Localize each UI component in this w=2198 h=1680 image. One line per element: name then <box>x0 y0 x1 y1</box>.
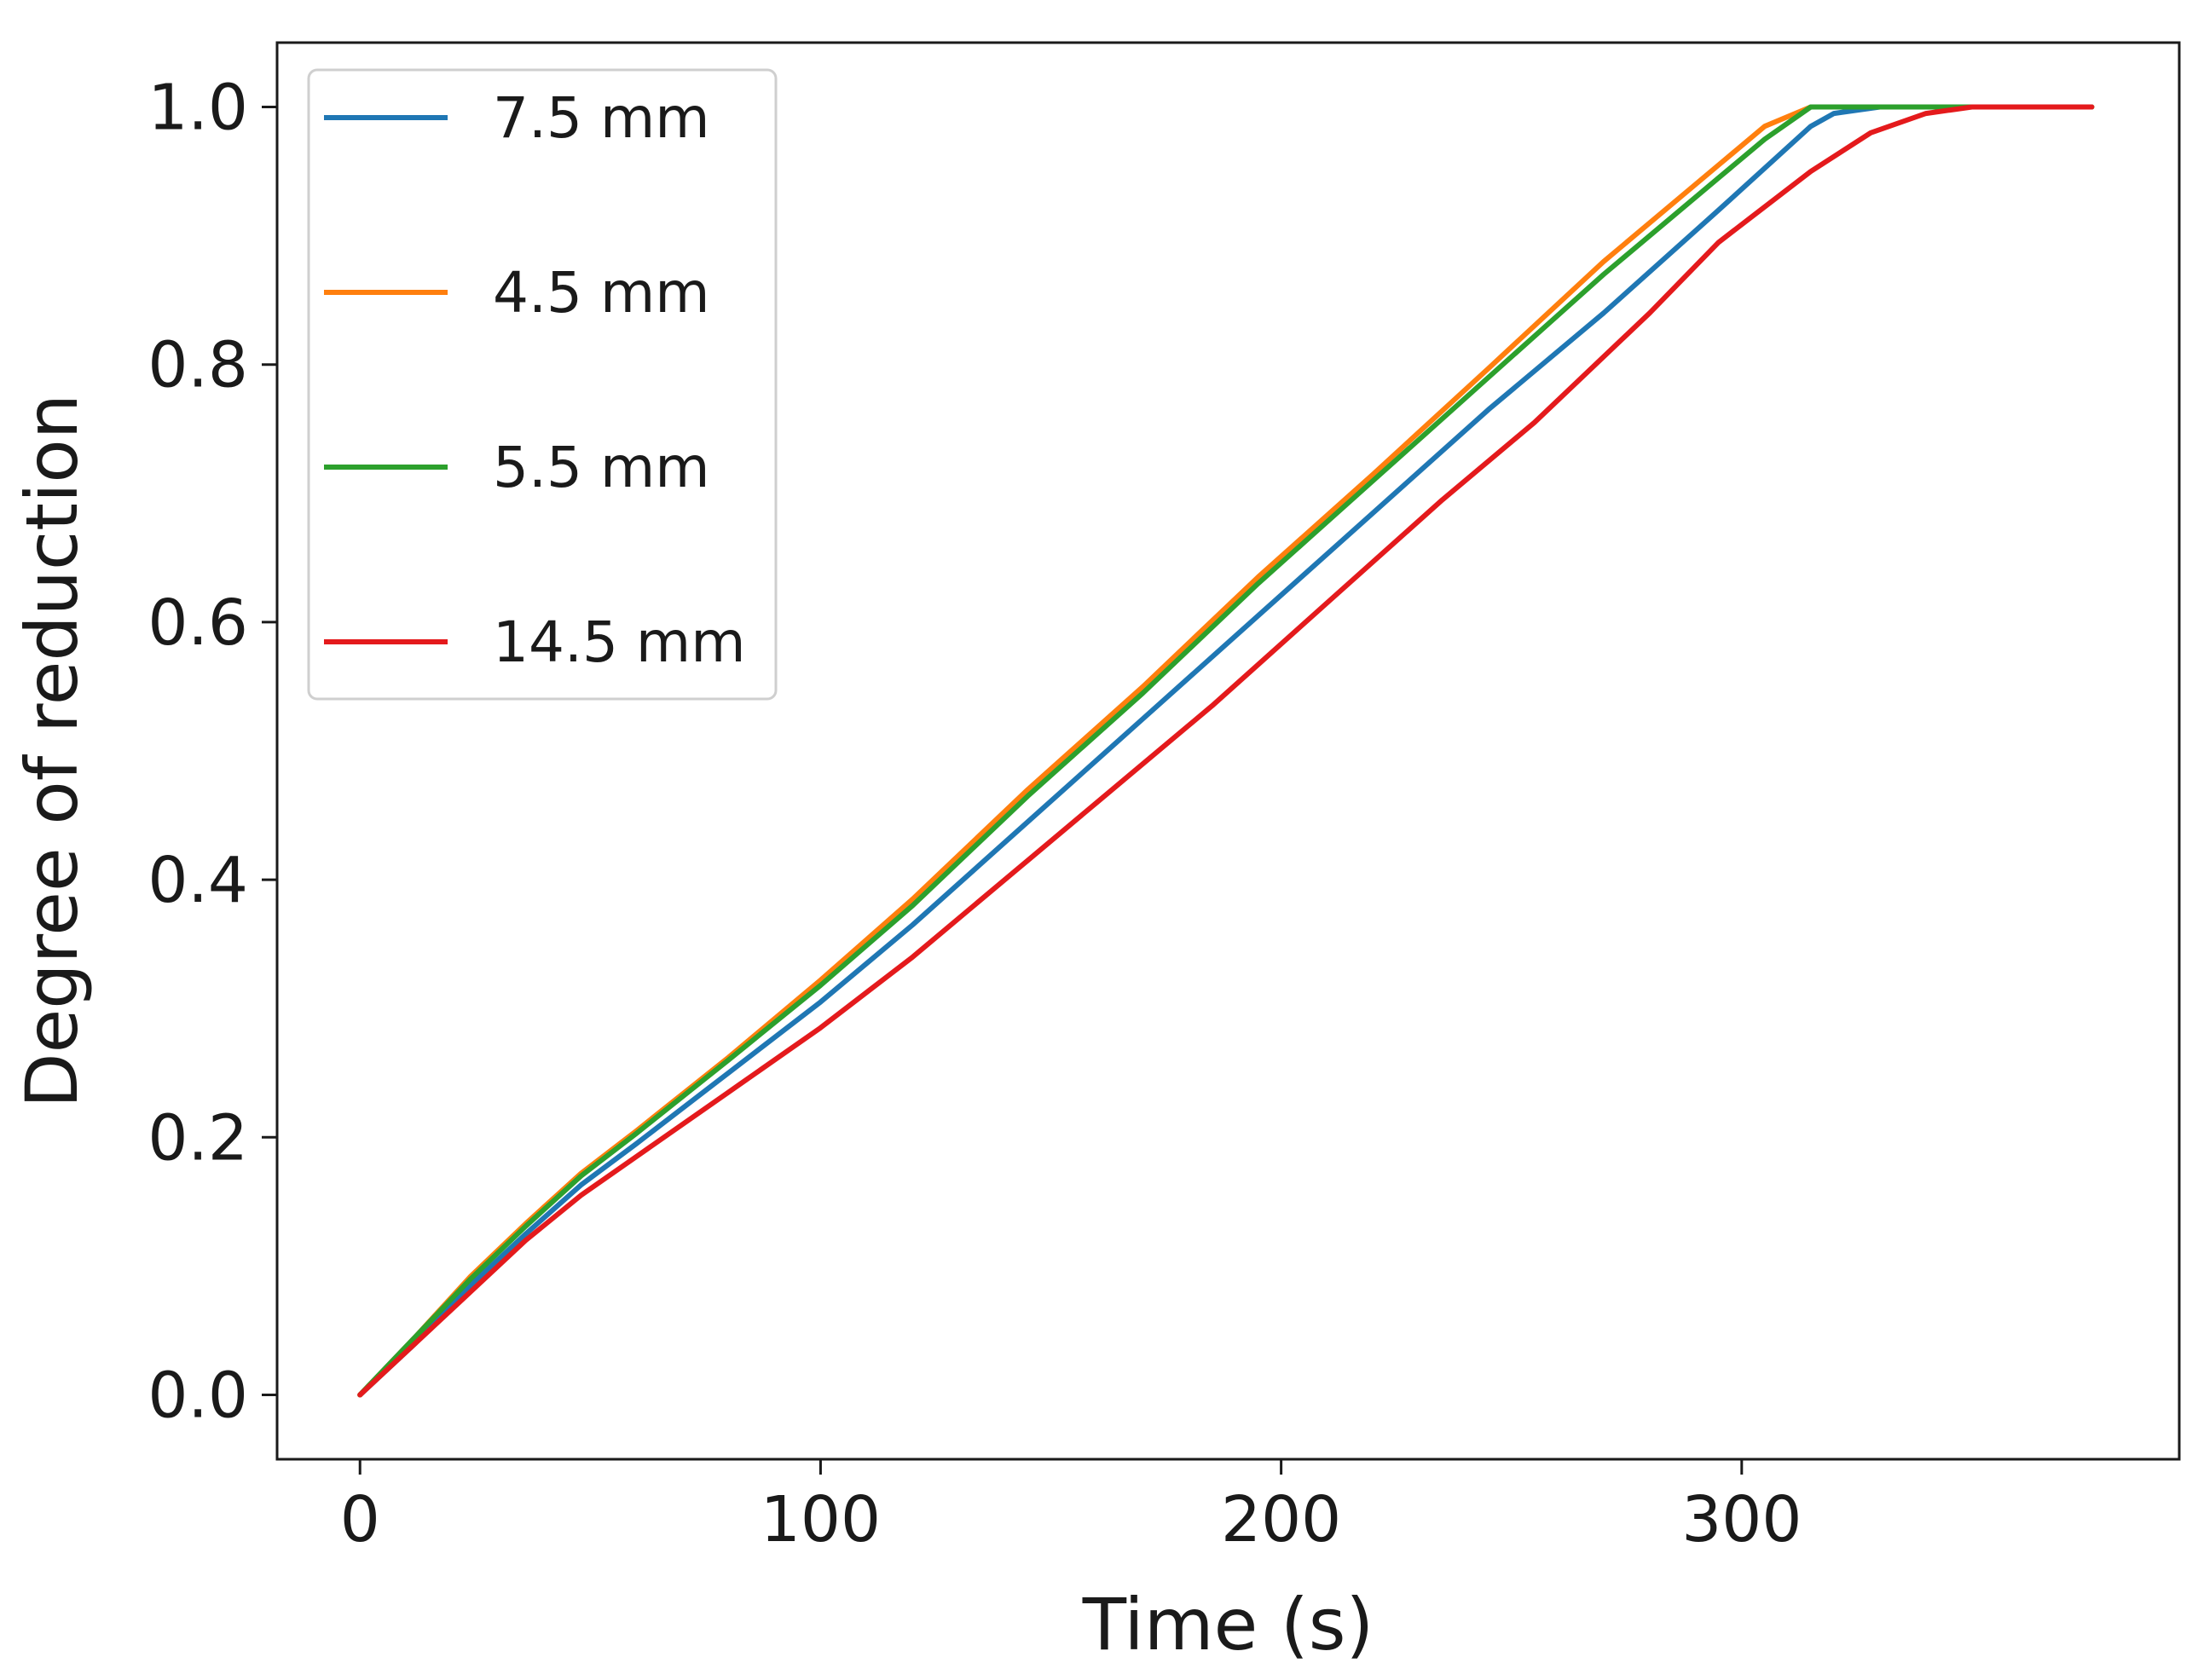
x-tick-label: 300 <box>1681 1483 1802 1556</box>
legend: 7.5 mm 4.5 mm 5.5 mm 14.5 mm <box>307 68 778 701</box>
series-line-5-5-mm <box>357 104 2095 1398</box>
ticks-layer: 0 100 200 300 0.0 0.2 0.4 0.6 0.8 1.0 <box>147 72 1802 1556</box>
y-tick-label: 0.0 <box>147 1359 248 1432</box>
series-layer <box>357 104 2095 1398</box>
y-axis-label: Degree of reduction <box>10 394 94 1108</box>
y-tick-label: 0.6 <box>147 586 248 660</box>
legend-box <box>307 68 778 701</box>
x-tick-label: 200 <box>1221 1483 1341 1556</box>
x-tick-label: 0 <box>340 1483 380 1556</box>
x-tick-label: 100 <box>761 1483 881 1556</box>
series-line-14-5-mm <box>357 104 2095 1398</box>
plot-frame <box>275 41 2181 1461</box>
x-axis-label: Time (s) <box>1082 1583 1374 1666</box>
legend-label: 7.5 mm <box>493 85 710 151</box>
y-tick-label: 0.8 <box>147 329 248 402</box>
legend-label: 14.5 mm <box>493 609 746 675</box>
y-tick-label: 0.4 <box>147 844 248 917</box>
y-tick-label: 1.0 <box>147 72 248 145</box>
series-line-7-5-mm <box>357 104 2095 1398</box>
legend-label: 5.5 mm <box>493 435 710 500</box>
legend-label: 4.5 mm <box>493 260 710 326</box>
y-tick-label: 0.2 <box>147 1101 248 1175</box>
